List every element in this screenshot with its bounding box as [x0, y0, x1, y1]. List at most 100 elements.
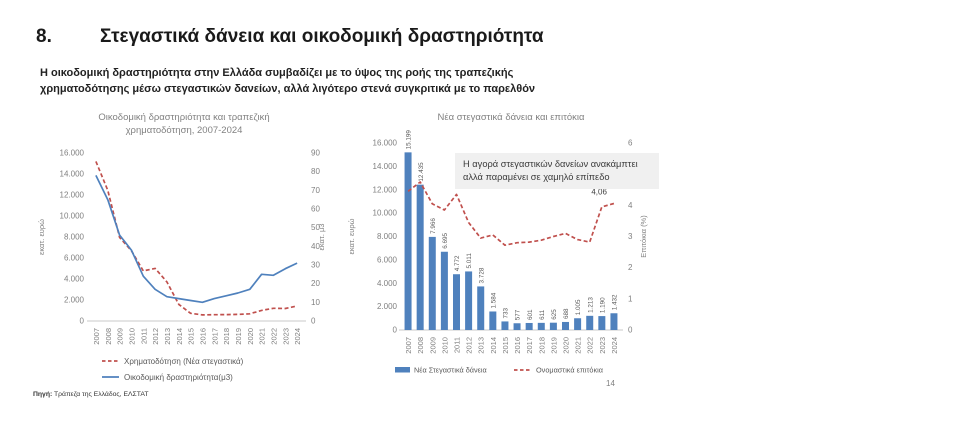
bar-value-label: 5.011	[466, 253, 473, 269]
bar	[610, 313, 618, 330]
x-axis-year-label: 2011	[139, 328, 148, 344]
series-line	[95, 161, 298, 316]
x-axis-year-label: 2013	[163, 328, 172, 345]
x-axis-year-label: 2023	[281, 328, 290, 345]
axis-tick-label: 3	[628, 232, 633, 241]
x-axis-year-label: 2007	[92, 328, 101, 345]
bar-value-label: 4.772	[454, 255, 461, 271]
x-axis-year-label: 2024	[293, 328, 302, 345]
x-axis-year-label: 2014	[175, 328, 184, 345]
x-axis-year-label: 2020	[562, 337, 571, 354]
axis-tick-label: 60	[311, 205, 320, 214]
x-axis-year-label: 2017	[210, 328, 219, 345]
x-axis-year-label: 2016	[513, 337, 522, 354]
axis-tick-label: 20	[311, 279, 320, 288]
axis-tick-label: 0	[311, 317, 316, 326]
bar-value-label: 611	[539, 309, 546, 320]
x-axis-year-label: 2015	[501, 337, 510, 354]
x-axis-year-label: 2012	[465, 337, 474, 354]
axis-tick-label: 10.000	[373, 209, 398, 218]
x-axis-year-label: 2018	[537, 337, 546, 354]
legend-bar-marker	[395, 367, 410, 373]
axis-tick-label: 70	[311, 186, 320, 195]
x-axis-year-label: 2021	[258, 328, 267, 345]
bar	[549, 322, 557, 330]
x-axis-year-label: 2018	[222, 328, 231, 345]
x-axis-year-label: 2012	[151, 328, 160, 345]
bar-value-label: 1.432	[612, 294, 619, 310]
bar	[586, 315, 594, 330]
mortgage-rates-chart-canvas: 16.00014.00012.00010.0008.0006.0004.0002…	[347, 130, 648, 375]
bar	[453, 274, 460, 330]
x-axis-year-label: 2019	[549, 337, 558, 354]
axis-tick-label: 12.000	[60, 191, 85, 200]
section-title: Στεγαστικά δάνεια και οικοδομική δραστηρ…	[100, 26, 544, 47]
bar	[513, 323, 521, 330]
axis-tick-label: 16.000	[60, 149, 85, 158]
axis-tick-label: 4.000	[64, 275, 85, 284]
section-number: 8.	[36, 26, 52, 47]
bar	[525, 322, 533, 330]
source-note: Πηγή: Τράπεζα της Ελλάδος, ΕΛΣΤΑΤ	[33, 391, 149, 398]
legend-label: Νέα Στεγαστικά δάνεια	[414, 366, 488, 375]
x-axis-year-label: 2010	[440, 337, 449, 354]
annotation-callout: Η αγορά στεγαστικών δανείων ανακάμπτει α…	[455, 153, 659, 190]
bar	[416, 184, 424, 330]
bar-value-label: 625	[551, 309, 558, 320]
bar	[574, 318, 582, 330]
x-axis-year-label: 2007	[404, 337, 413, 354]
x-axis-year-label: 2021	[574, 337, 583, 354]
x-axis-year-label: 2008	[104, 328, 113, 345]
x-axis-year-label: 2022	[586, 337, 595, 354]
axis-tick-label: 12.000	[373, 185, 398, 194]
x-axis-year-label: 2008	[416, 337, 425, 354]
axis-tick-label: 40	[311, 242, 320, 251]
axis-tick-label: 1	[628, 294, 633, 303]
rate-end-label: 4,06	[591, 187, 607, 196]
bar-value-label: 15.199	[406, 130, 413, 150]
axis-tick-label: 0	[80, 317, 85, 326]
series-line	[95, 175, 298, 304]
axis-tick-label: 2.000	[377, 302, 398, 311]
axis-tick-label: 6.000	[377, 255, 398, 264]
x-axis-year-label: 2009	[428, 337, 437, 354]
bar-value-label: 1.584	[490, 292, 497, 308]
bar	[477, 286, 485, 330]
axis-tick-label: 4.000	[377, 279, 398, 288]
bar-value-label: 1.213	[587, 297, 594, 313]
x-axis-year-label: 2022	[269, 328, 278, 345]
axis-tick-label: 50	[311, 223, 320, 232]
axis-tick-label: 10	[311, 298, 320, 307]
left-chart-title: Οικοδομική δραστηριότητα και τραπεζική χ…	[98, 112, 270, 136]
bar-value-label: 3.728	[478, 267, 485, 283]
bar	[440, 251, 448, 330]
bar	[598, 316, 606, 330]
axis-tick-label: 8.000	[377, 232, 398, 241]
lead-paragraph: Η οικοδομική δραστηριότητα στην Ελλάδα σ…	[40, 67, 536, 95]
x-axis-year-label: 2014	[489, 337, 498, 354]
bar-value-label: 7.966	[430, 218, 437, 234]
rate-line	[407, 181, 615, 247]
axis-tick-label: 14.000	[373, 162, 398, 171]
axis-tick-label: 0	[628, 326, 633, 335]
right-axis-title: Επιτόκια (%)	[639, 215, 648, 258]
chart-construction-and-financing: Οικοδομική δραστηριότητα και τραπεζική χ…	[34, 112, 334, 388]
bar	[428, 236, 436, 330]
x-axis-year-label: 2023	[598, 337, 607, 354]
axis-tick-label: 80	[311, 167, 320, 176]
axis-tick-label: 6	[628, 139, 633, 148]
left-axis-title: εκατ. ευρώ	[347, 218, 356, 254]
legend-label: Χρηματοδότηση (Νέα στεγαστικά)	[124, 357, 244, 366]
x-axis-year-label: 2013	[477, 337, 486, 354]
axis-tick-label: 2.000	[64, 296, 85, 305]
axis-tick-label: 90	[311, 149, 320, 158]
x-axis-year-label: 2016	[198, 328, 207, 345]
bar-value-label: 688	[563, 308, 570, 319]
bar-value-label: 1.005	[575, 299, 582, 315]
bar-value-label: 601	[527, 309, 534, 320]
bar	[501, 321, 509, 330]
x-axis-year-label: 2011	[453, 337, 462, 353]
axis-tick-label: 4	[628, 201, 633, 210]
legend-label: Ονομαστικά επιτόκια	[536, 366, 604, 375]
